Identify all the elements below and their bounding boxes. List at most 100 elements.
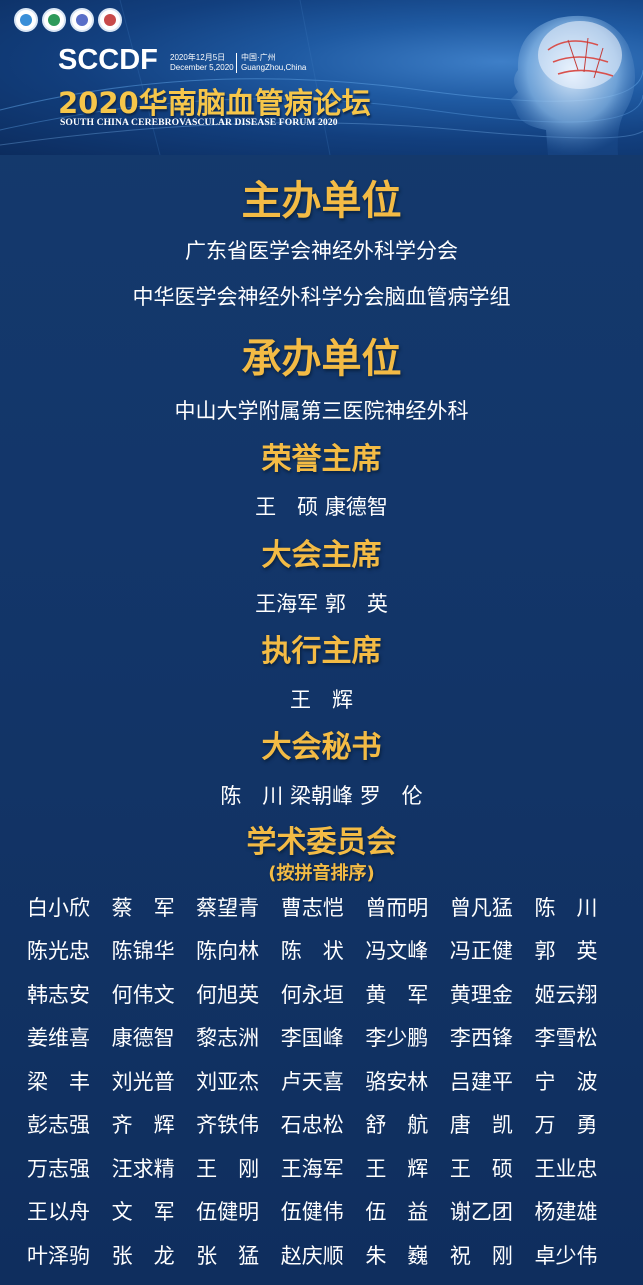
committee-member-name: 曹志恺 [280, 895, 344, 920]
committee-member-name: 何永垣 [280, 982, 344, 1007]
committee-member-name: 张 龙 [111, 1243, 175, 1268]
event-location-en: GuangZhou,China [241, 63, 307, 72]
committee-member-name: 万志强 [27, 1156, 90, 1181]
committee-member-name: 王以舟 [27, 1200, 90, 1225]
committee-member-name: 李雪松 [534, 1026, 598, 1051]
committee-row: 梁 丰刘光普 刘亚杰 卢天喜 骆安林 吕建平宁 波 [27, 1059, 619, 1103]
committee-member-name: 李少鹏 [365, 1026, 429, 1051]
committee-member-name: 彭志强 [27, 1113, 90, 1138]
committee-member-name: 何伟文 [111, 982, 175, 1007]
committee-member-name: 李国峰 [280, 1026, 344, 1051]
committee-member-name: 陈向林 [196, 939, 260, 964]
host-title: 主办单位 [241, 178, 402, 224]
committee-member-name: 刘亚杰 [196, 1069, 260, 1094]
committee-member-name: 姬云翔 [534, 982, 598, 1007]
committee-member-name: 卓少伟 [534, 1243, 598, 1268]
committee-member-name: 陈 川 [534, 895, 598, 920]
event-date-en: December 5,2020 [170, 63, 234, 72]
committee-member-name: 汪求精 [111, 1156, 175, 1181]
host-line-2: 中华医学会神经外科学分会脑血管病学组 [132, 285, 511, 309]
committee-member-name: 伍健明 [196, 1200, 260, 1225]
committee-member-name: 黎志洲 [196, 1026, 260, 1051]
committee-member-name: 叶泽驹 [27, 1243, 90, 1268]
committee-row: 彭志强齐 辉齐铁伟 石忠松舒 航唐 凯万 勇 [27, 1103, 619, 1147]
event-location: 中国·广州 GuangZhou,China [236, 53, 306, 73]
committee-member-name: 朱 巍 [365, 1243, 429, 1268]
committee-member-name: 白小欣 [27, 895, 90, 920]
committee-member-name: 张 猛 [196, 1243, 260, 1268]
committee-member-name: 文 军 [111, 1200, 175, 1225]
executive-chair-title: 执行主席 [261, 634, 382, 669]
host-line-1: 广东省医学会神经外科学分会 [185, 239, 458, 263]
hospital-logo-icon [70, 8, 94, 32]
committee-member-name: 万 勇 [534, 1113, 598, 1138]
committee-member-name: 姜维喜 [27, 1026, 90, 1051]
committee-member-name: 王 辉 [365, 1156, 429, 1181]
committee-member-name: 梁 丰 [27, 1069, 90, 1094]
executive-chair-names: 王 辉 [290, 688, 353, 712]
event-location-cn: 中国·广州 [241, 53, 276, 62]
honorary-chair-names: 王 硕 康德智 [255, 495, 388, 519]
secretary-title: 大会秘书 [261, 730, 382, 765]
brain-head-illustration [510, 15, 636, 155]
organizer-line-1: 中山大学附属第三医院神经外科 [174, 399, 469, 423]
committee-member-name: 李西锋 [449, 1026, 513, 1051]
event-date-cn: 2020年12月5日 [170, 53, 226, 62]
committee-member-name: 陈锦华 [111, 939, 175, 964]
committee-member-name: 曾而明 [365, 895, 429, 920]
committee-member-name: 吕建平 [449, 1069, 513, 1094]
committee-member-name: 王海军 [280, 1156, 344, 1181]
committee-sort-note: (按拼音排序) [268, 863, 375, 884]
committee-member-name: 王业忠 [534, 1156, 598, 1181]
committee-member-name: 石忠松 [280, 1113, 344, 1138]
society-logo-icon [14, 8, 38, 32]
committee-member-name: 祝 刚 [449, 1243, 513, 1268]
committee-member-name: 曾凡猛 [449, 895, 513, 920]
committee-member-name: 宁 波 [534, 1069, 598, 1094]
committee-member-name: 谢乙团 [449, 1200, 513, 1225]
committee-member-name: 蔡 军 [111, 895, 175, 920]
university-logo-icon [98, 8, 122, 32]
event-date: 2020年12月5日 December 5,2020 [170, 53, 234, 73]
committee-member-name: 齐铁伟 [196, 1113, 260, 1138]
committee-member-name: 伍 益 [365, 1200, 429, 1225]
association-logo-icon [42, 8, 66, 32]
forum-subtitle-en: SOUTH CHINA CEREBROVASCULAR DISEASE FORU… [60, 117, 338, 128]
committee-member-name: 唐 凯 [449, 1113, 513, 1138]
secretary-names: 陈 川 梁朝峰 罗 伦 [220, 784, 423, 808]
committee-member-name: 冯正健 [449, 939, 513, 964]
congress-chair-names: 王海军 郭 英 [255, 592, 388, 616]
committee-member-name: 韩志安 [27, 982, 90, 1007]
committee-row: 韩志安 何伟文 何旭英 何永垣黄 军黄理金 姬云翔 [27, 972, 619, 1016]
committee-member-name: 蔡望青 [196, 895, 260, 920]
committee-member-name: 赵庆顺 [280, 1243, 344, 1268]
committee-member-name: 冯文峰 [365, 939, 429, 964]
committee-member-name: 杨建雄 [534, 1200, 598, 1225]
logo-group [14, 8, 122, 32]
committee-member-name: 何旭英 [196, 982, 260, 1007]
committee-member-name: 舒 航 [365, 1113, 429, 1138]
brand-logo: SCCDF [58, 44, 158, 76]
committee-row: 白小欣蔡 军蔡望青 曹志恺 曾而明 曾凡猛陈 川 [27, 885, 619, 929]
committee-member-name: 黄理金 [449, 982, 513, 1007]
committee-member-name: 陈光忠 [27, 939, 90, 964]
honorary-chair-title: 荣誉主席 [261, 442, 382, 477]
committee-member-name: 齐 辉 [111, 1113, 175, 1138]
committee-row: 王以舟文 军伍健明 伍健伟伍 益谢乙团 杨建雄 [27, 1190, 619, 1234]
committee-row: 姜维喜 康德智 黎志洲 李国峰 李少鹏 李西锋 李雪松 [27, 1016, 619, 1060]
committee-member-grid: 白小欣蔡 军蔡望青 曹志恺 曾而明 曾凡猛陈 川陈光忠 陈锦华 陈向林陈 状冯文峰 冯正健郭… [27, 885, 619, 1277]
committee-member-name: 伍健伟 [280, 1200, 344, 1225]
committee-row: 陈光忠 陈锦华 陈向林陈 状冯文峰 冯正健郭 英 [27, 929, 619, 973]
committee-member-name: 郭 英 [534, 939, 598, 964]
committee-member-name: 康德智 [111, 1026, 175, 1051]
forum-title: 2020华南脑血管病论坛 [58, 86, 371, 120]
committee-member-name: 陈 状 [280, 939, 344, 964]
header-banner: SCCDF 2020年12月5日 December 5,2020 中国·广州 G… [0, 0, 643, 155]
organizer-title: 承办单位 [241, 336, 402, 382]
committee-member-name: 王 刚 [196, 1156, 260, 1181]
congress-chair-title: 大会主席 [261, 538, 382, 573]
committee-member-name: 卢天喜 [280, 1069, 344, 1094]
committee-member-name: 骆安林 [365, 1069, 429, 1094]
committee-title: 学术委员会 [246, 825, 397, 860]
